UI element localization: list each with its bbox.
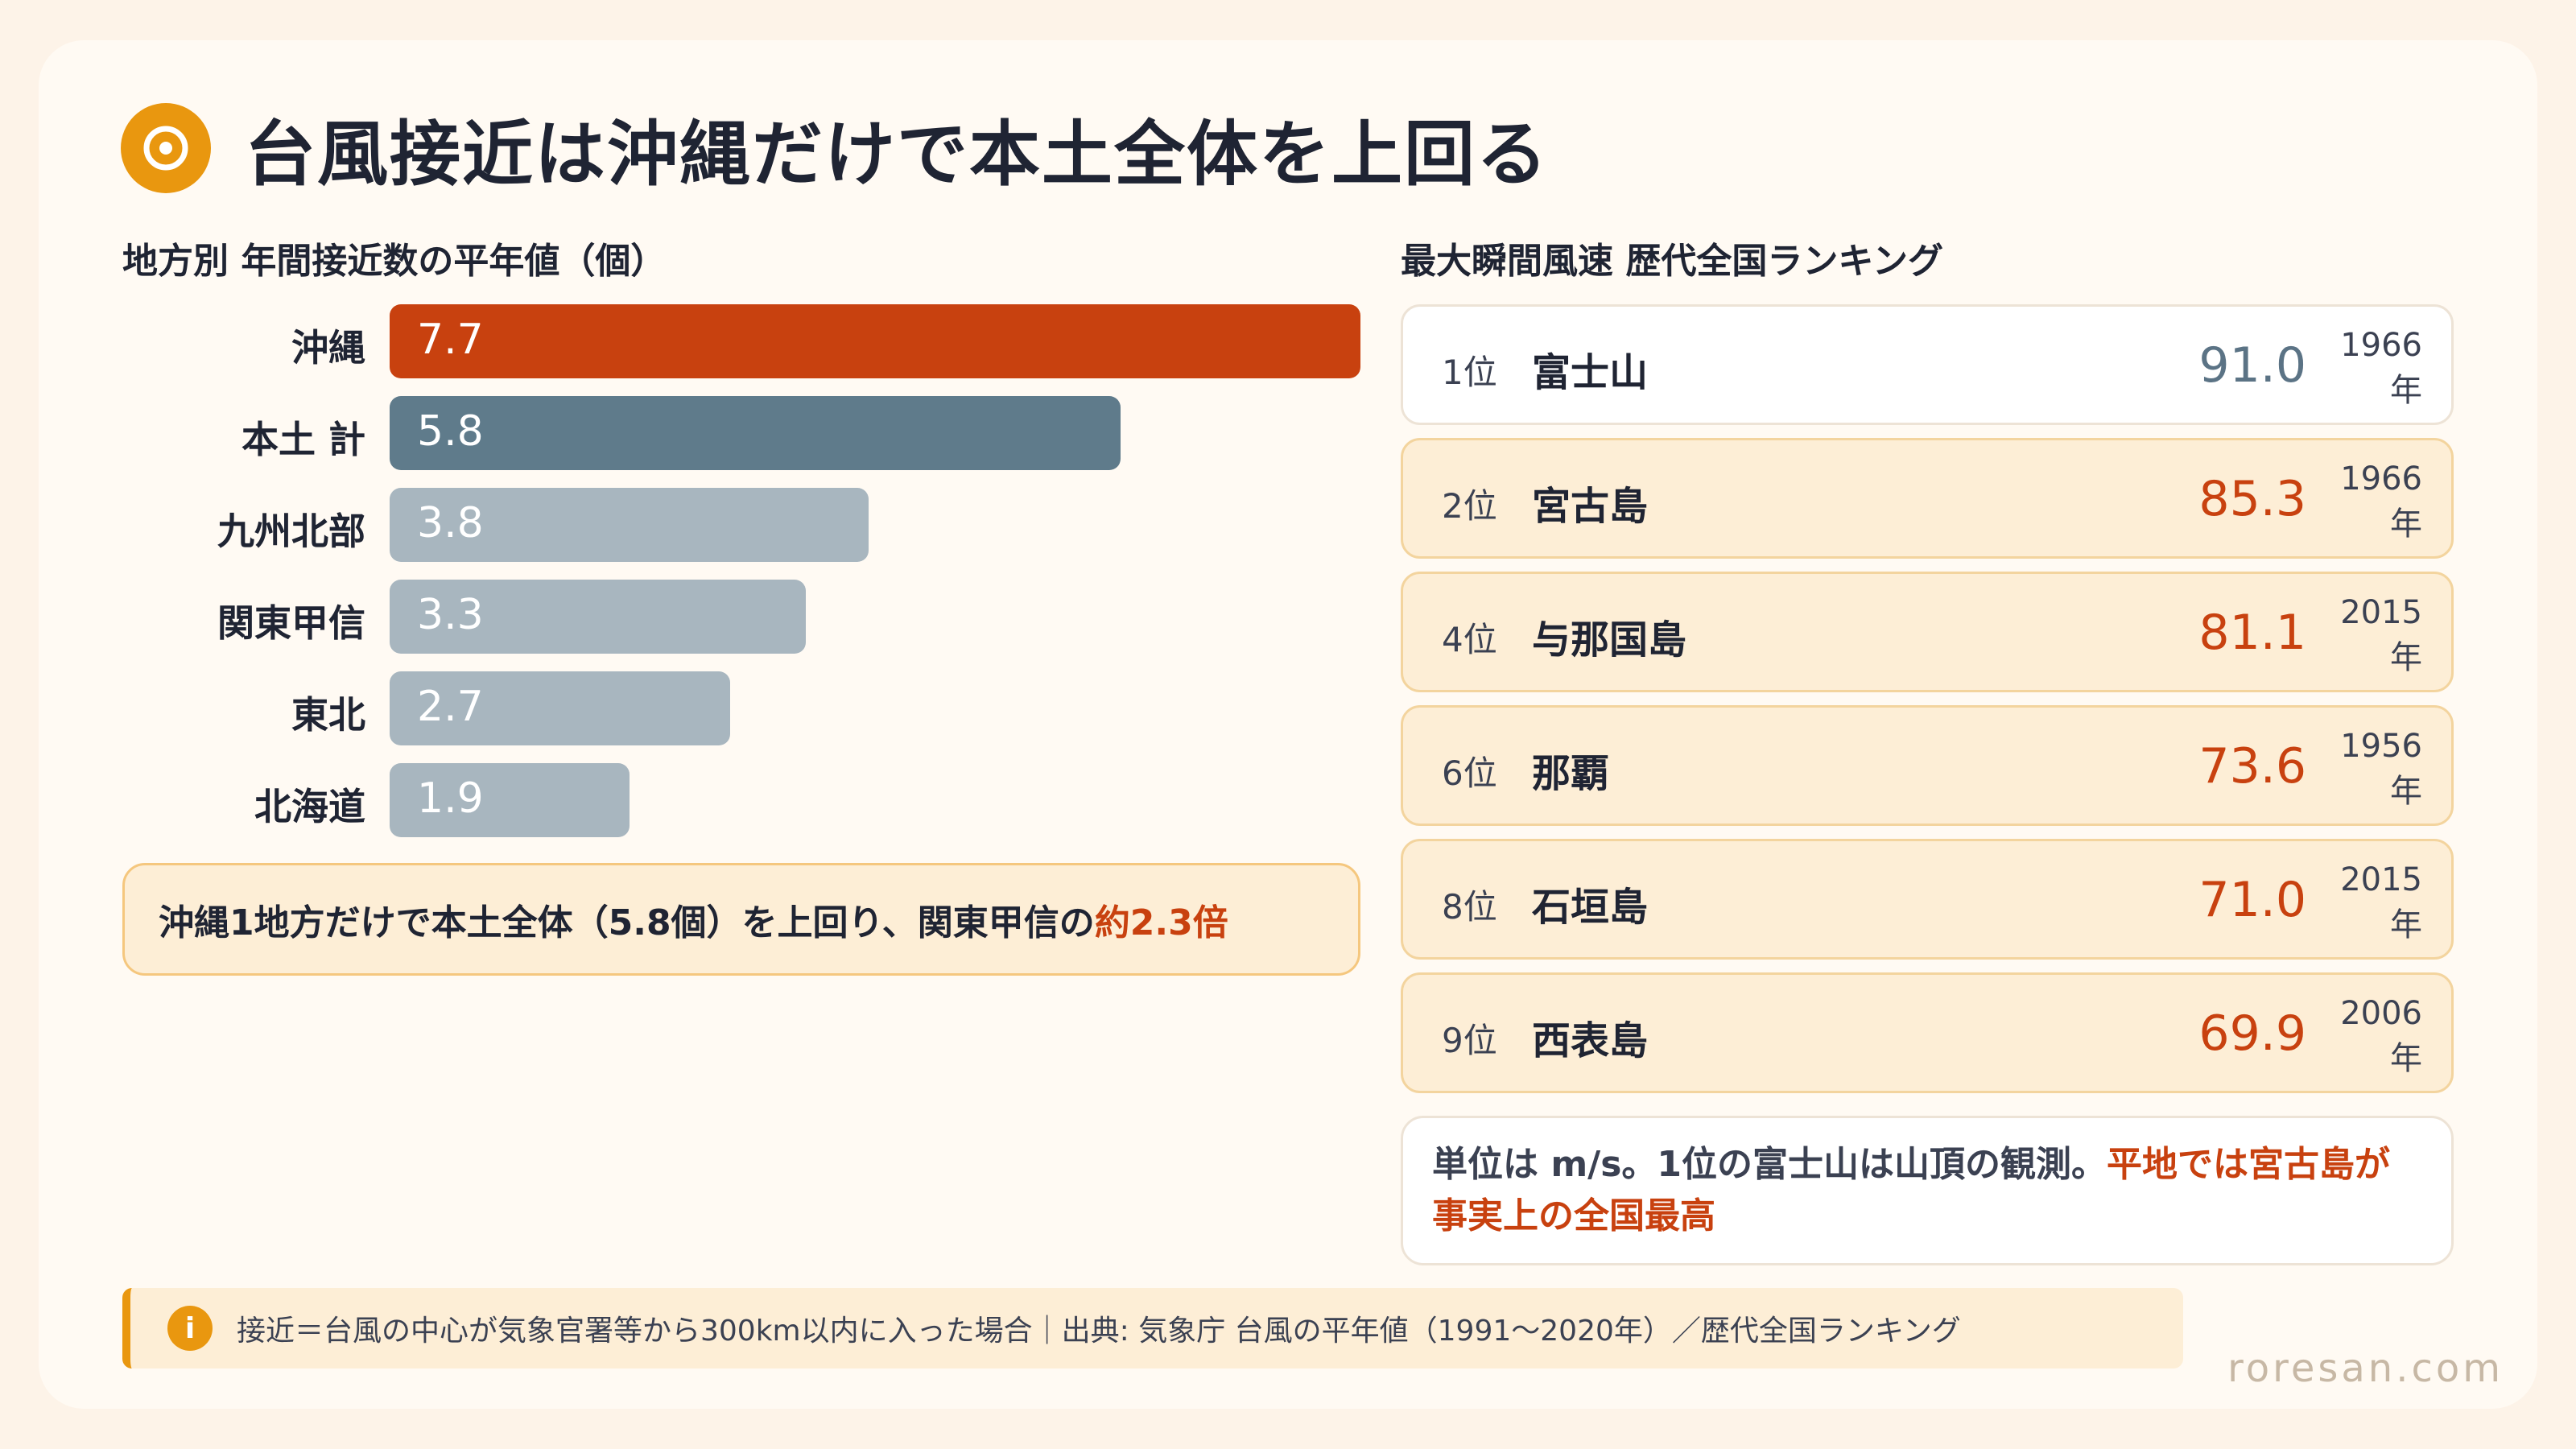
- ranking-position: 4位: [1442, 620, 1497, 659]
- ranking-year-unit: 年: [2390, 639, 2422, 676]
- bar-value-label: 1.9: [417, 774, 484, 823]
- ranking-station: 与那国島: [1532, 617, 1687, 663]
- ranking-row: 1位 富士山 91.0 1966 年: [1401, 304, 2454, 425]
- bar-category-label: 東北: [291, 693, 365, 737]
- ranking-note-text: 単位は m/s。1位の富士山は山頂の観測。: [1432, 1144, 2107, 1185]
- ranking-row: 9位 西表島 69.9 2006 年: [1401, 972, 2454, 1093]
- bar-category-label: 関東甲信: [217, 601, 365, 645]
- footer-note: i 接近＝台風の中心が気象官署等から300km以内に入った場合｜出典: 気象庁 …: [122, 1288, 2183, 1368]
- ranking-year-unit: 年: [2390, 906, 2422, 943]
- chart-note: 沖縄1地方だけで本土全体（5.8個）を上回り、関東甲信の 約2.3倍: [122, 863, 1360, 976]
- ranking-wind-speed: 71.0: [2198, 872, 2306, 928]
- bar-value-label: 2.7: [417, 683, 484, 731]
- chart-note-text: 沖縄1地方だけで本土全体（5.8個）を上回り、関東甲信の: [159, 902, 1095, 943]
- ranking-wind-speed: 81.1: [2198, 605, 2306, 661]
- ranking-year-number: 1966: [2340, 327, 2422, 364]
- bar: [390, 304, 1360, 378]
- chart-note-highlight: 約2.3倍: [1094, 902, 1228, 943]
- ranking-station: 那覇: [1532, 751, 1610, 796]
- ranking-wind-speed: 85.3: [2198, 471, 2306, 527]
- ranking-row: 4位 与那国島 81.1 2015 年: [1401, 572, 2454, 692]
- ranking-station: 石垣島: [1532, 885, 1649, 930]
- ranking-station: 宮古島: [1532, 484, 1649, 529]
- ranking-wind-speed: 91.0: [2198, 337, 2306, 394]
- brand-watermark: roresan.com: [2227, 1346, 2504, 1391]
- ranking-year-number: 2006: [2340, 995, 2422, 1032]
- ranking-year-unit: 年: [2390, 506, 2422, 543]
- footer-text: 接近＝台風の中心が気象官署等から300km以内に入った場合｜出典: 気象庁 台風…: [237, 1315, 1961, 1348]
- ranking-year-number: 2015: [2340, 594, 2422, 631]
- bar: [390, 488, 869, 562]
- bar-value-label: 7.7: [417, 316, 484, 364]
- ranking-year: 2015 年: [2340, 857, 2422, 947]
- ranking-year-number: 1956: [2340, 728, 2422, 765]
- ranking-year: 1956 年: [2340, 724, 2422, 814]
- ranking-position: 1位: [1442, 353, 1497, 392]
- ranking-note-highlight: 平地では宮古島が事実上の全国最高: [1432, 1144, 2391, 1236]
- title-row: 台風接近は沖縄だけで本土全体を上回る: [121, 101, 1549, 196]
- bar: [390, 396, 1121, 470]
- ranking-position: 8位: [1442, 887, 1497, 927]
- bar-value-label: 3.8: [417, 499, 484, 547]
- bar: [390, 580, 806, 654]
- ranking-row: 6位 那覇 73.6 1956 年: [1401, 705, 2454, 826]
- bar-category-label: 沖縄: [291, 326, 365, 369]
- ranking-position: 9位: [1442, 1021, 1497, 1060]
- ranking-year-number: 2015: [2340, 861, 2422, 898]
- ranking-station: 西表島: [1532, 1018, 1649, 1063]
- bar-category-label: 九州北部: [217, 510, 365, 553]
- ranking-year: 2015 年: [2340, 590, 2422, 680]
- page-title: 台風接近は沖縄だけで本土全体を上回る: [245, 112, 1550, 196]
- bar: [390, 763, 630, 837]
- ranking-year: 1966 年: [2340, 456, 2422, 547]
- bar-chart-title: 地方別 年間接近数の平年値（個）: [122, 241, 667, 282]
- bar-value-label: 3.3: [417, 591, 484, 639]
- info-icon: i: [167, 1306, 213, 1351]
- ranking-year-unit: 年: [2390, 773, 2422, 810]
- typhoon-icon: [121, 103, 211, 193]
- ranking-row: 8位 石垣島 71.0 2015 年: [1401, 839, 2454, 960]
- bar-category-label: 北海道: [254, 785, 365, 828]
- ranking-position: 2位: [1442, 486, 1497, 526]
- bar-category-label: 本土 計: [241, 418, 365, 461]
- ranking-year: 2006 年: [2340, 991, 2422, 1081]
- bar: [390, 671, 730, 745]
- ranking-note: 単位は m/s。1位の富士山は山頂の観測。平地では宮古島が事実上の全国最高: [1401, 1116, 2454, 1265]
- ranking-title: 最大瞬間風速 歴代全国ランキング: [1401, 241, 1943, 282]
- ranking-wind-speed: 73.6: [2198, 738, 2306, 795]
- ranking-year: 1966 年: [2340, 323, 2422, 413]
- bar-value-label: 5.8: [417, 407, 484, 456]
- ranking-wind-speed: 69.9: [2198, 1005, 2306, 1062]
- ranking-station: 富士山: [1532, 350, 1649, 395]
- ranking-row: 2位 宮古島 85.3 1966 年: [1401, 438, 2454, 559]
- ranking-year-number: 1966: [2340, 460, 2422, 497]
- ranking-year-unit: 年: [2390, 1040, 2422, 1077]
- ranking-year-unit: 年: [2390, 372, 2422, 409]
- ranking-position: 6位: [1442, 753, 1497, 793]
